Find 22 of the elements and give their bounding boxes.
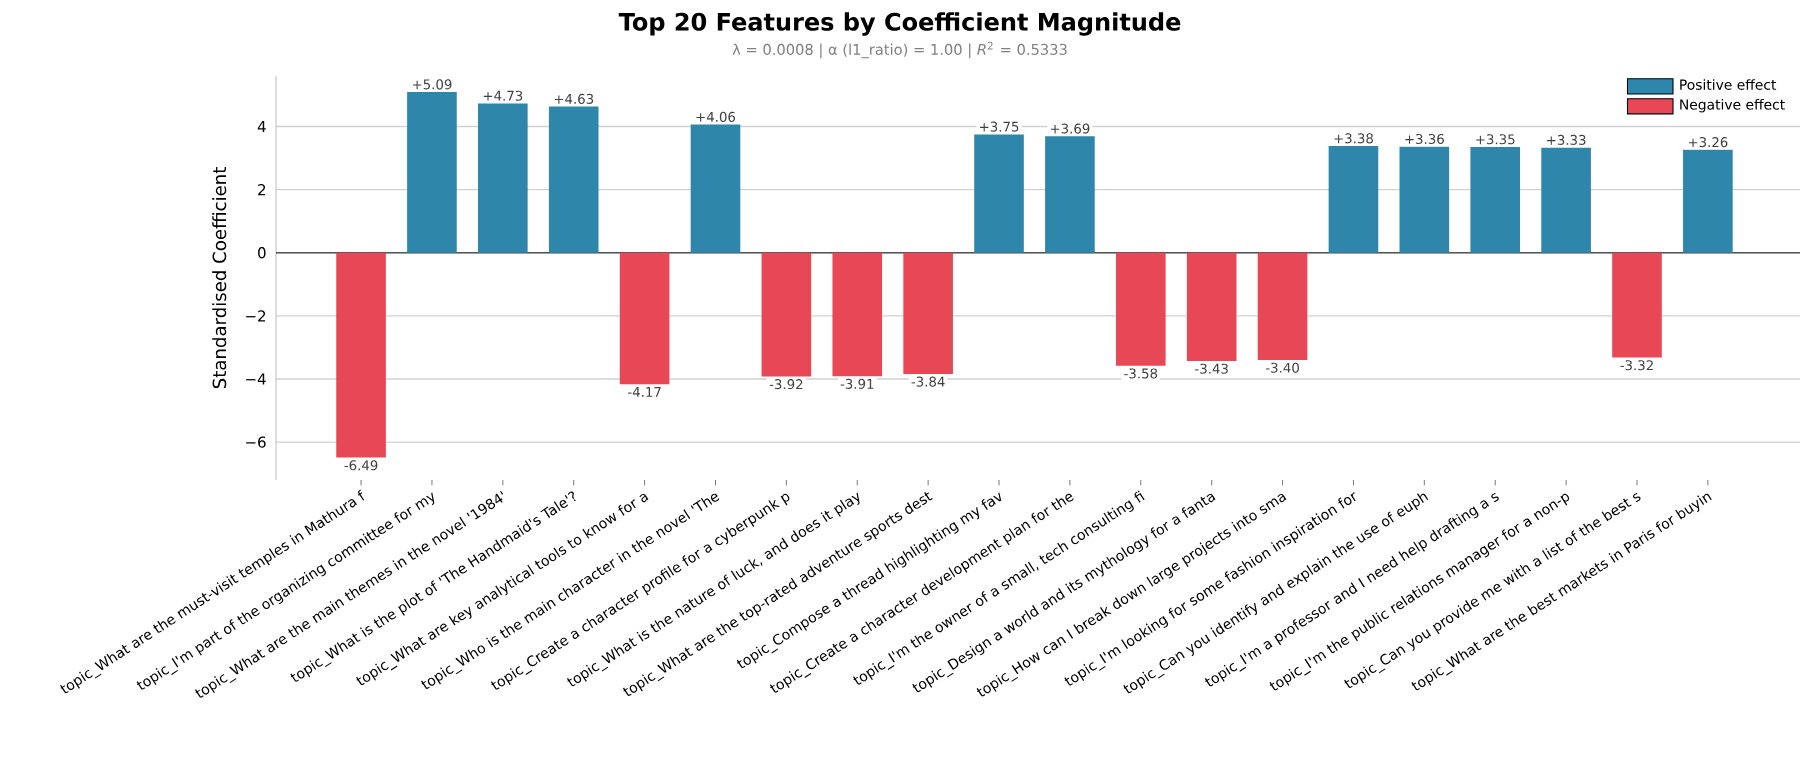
bar [1186, 252, 1237, 361]
bar [336, 252, 386, 458]
bar [1612, 252, 1662, 358]
bar [1541, 147, 1591, 253]
bar [1470, 147, 1521, 253]
bar [1328, 146, 1379, 253]
bar [548, 106, 599, 253]
bar [478, 103, 528, 253]
chart-title: Top 20 Features by Coefficient Magnitude [618, 12, 1181, 36]
bar [974, 134, 1024, 253]
y-axis-title: Standardised Coefficient [212, 167, 227, 389]
bar [832, 252, 883, 377]
bar [1045, 136, 1095, 253]
bar [690, 124, 741, 253]
bar [619, 252, 670, 385]
bar [1257, 252, 1308, 361]
bar [761, 252, 812, 377]
bar [407, 92, 457, 253]
bar [1683, 149, 1733, 253]
bar [1115, 252, 1166, 366]
bar [903, 252, 953, 374]
bar [1399, 146, 1450, 253]
